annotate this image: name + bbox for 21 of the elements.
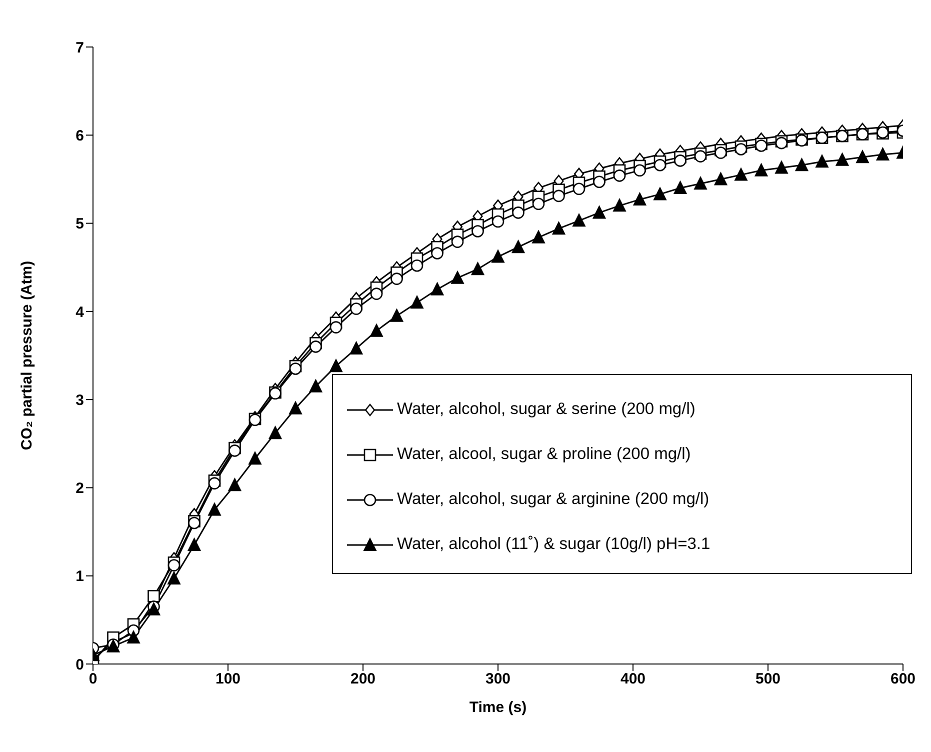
x-tick-label: 0 bbox=[88, 670, 98, 688]
y-tick-label: 2 bbox=[76, 480, 84, 498]
x-tick-label: 600 bbox=[890, 670, 916, 688]
legend-label: Water, alcohol, sugar & serine (200 mg/l) bbox=[397, 400, 696, 419]
y-tick-label: 3 bbox=[76, 392, 84, 409]
legend-label: Water, alcohol, sugar & arginine (200 mg/l) bbox=[397, 490, 710, 509]
y-tick-label: 1 bbox=[76, 568, 84, 586]
x-tick-label: 400 bbox=[620, 670, 646, 688]
x-axis-title: Time (s) bbox=[469, 699, 527, 716]
x-tick-label: 300 bbox=[485, 670, 511, 688]
y-tick-label: 0 bbox=[76, 656, 84, 674]
y-tick-label: 6 bbox=[76, 127, 84, 144]
y-tick-label: 4 bbox=[76, 304, 85, 321]
x-tick-label: 200 bbox=[350, 670, 376, 688]
x-tick-label: 500 bbox=[755, 670, 781, 688]
y-axis-title: CO₂ partial pressure (Atm) bbox=[18, 260, 36, 450]
y-tick-label: 7 bbox=[76, 39, 84, 56]
legend-label: Water, alcohol (11˚) & sugar (10g/l) pH=3.1 bbox=[397, 535, 710, 554]
x-tick-label: 100 bbox=[215, 670, 241, 688]
y-tick-label: 5 bbox=[76, 216, 84, 233]
legend-label: Water, alcool, sugar & proline (200 mg/l) bbox=[397, 445, 691, 464]
